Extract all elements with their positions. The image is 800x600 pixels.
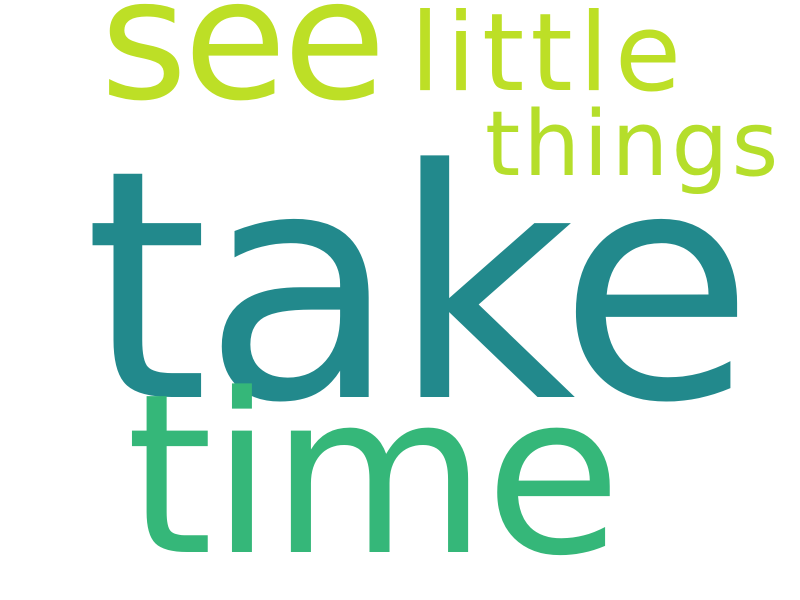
word-time: time bbox=[126, 347, 622, 600]
word-things: things bbox=[485, 92, 782, 197]
word-see: see bbox=[100, 0, 386, 138]
word-take: take bbox=[84, 102, 754, 472]
word-little: little bbox=[410, 0, 688, 116]
